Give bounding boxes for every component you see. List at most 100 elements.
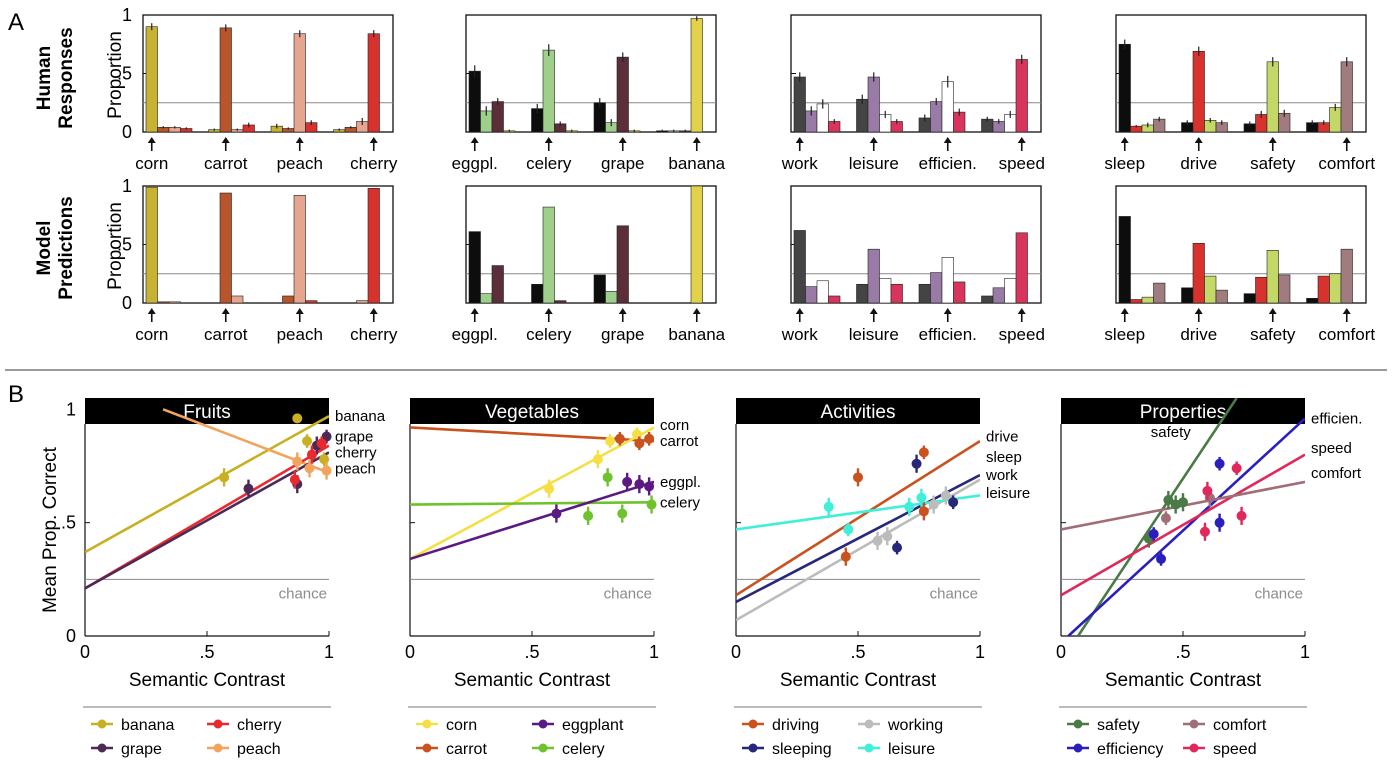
- data-point: [316, 438, 327, 449]
- legend-item: banana: [91, 717, 174, 734]
- data-point: [1148, 529, 1159, 539]
- model-bar: [356, 300, 369, 304]
- legend-item: sleeping: [742, 741, 832, 758]
- legend-item: grape: [91, 741, 162, 758]
- data-point: [292, 456, 303, 467]
- legend-swatch-dot: [538, 719, 548, 729]
- model-target-arrowhead: [869, 308, 878, 314]
- human-category-label: comfort: [1318, 154, 1375, 173]
- model-category-label: carrot: [204, 325, 248, 344]
- human-target-arrowhead: [221, 137, 230, 143]
- model-target-arrowhead: [295, 308, 304, 314]
- model-category-label: banana: [668, 325, 725, 344]
- line-end-label: sleep: [986, 449, 1022, 466]
- regression-line: [85, 451, 329, 590]
- model-bar-panel: work leisure efficien. speed: [781, 185, 1045, 344]
- data-point: [916, 492, 927, 503]
- model-bar: [367, 188, 380, 304]
- human-target-arrowhead: [692, 137, 701, 143]
- data-point: [1236, 510, 1247, 521]
- model-category-label: comfort: [1318, 325, 1375, 344]
- model-bar: [468, 231, 481, 304]
- scatter-title-bar: [85, 398, 329, 424]
- chance-label: chance: [279, 585, 327, 602]
- regression-line: [1067, 417, 1305, 636]
- human-ytick-label: .5: [117, 64, 132, 84]
- scatter-xtick-label: .5: [524, 642, 539, 662]
- model-ytick-label: 0: [122, 293, 132, 313]
- model-bar: [1153, 282, 1166, 304]
- data-point: [1163, 495, 1174, 505]
- data-point: [605, 436, 616, 447]
- scatter-panel-title: Vegetables: [485, 402, 579, 423]
- scatter-title-bar: [410, 398, 654, 424]
- model-ytick-label: 1: [122, 176, 132, 196]
- legend-item: peach: [207, 741, 281, 758]
- data-point: [614, 433, 625, 444]
- human-bar: [793, 76, 806, 133]
- regression-line: [1076, 398, 1238, 636]
- regression-line: [410, 500, 654, 506]
- data-point: [918, 447, 929, 458]
- model-bar: [953, 281, 966, 304]
- human-category-label: leisure: [849, 154, 899, 173]
- model-bar: [219, 192, 232, 304]
- model-bar: [890, 283, 903, 304]
- legend-label: sleeping: [772, 741, 832, 758]
- legend-label: driving: [772, 717, 819, 734]
- regression-line: [736, 439, 980, 597]
- data-point: [644, 481, 655, 492]
- data-point: [918, 506, 929, 517]
- model-bar: [1317, 275, 1330, 304]
- regression-line: [410, 426, 654, 561]
- scatter-ytick-label: 0: [66, 626, 76, 646]
- model-bar: [157, 301, 170, 304]
- legend-item: corn: [416, 717, 477, 734]
- row-label-human: Human Responses: [34, 27, 77, 128]
- data-point: [892, 542, 903, 553]
- model-category-label: cherry: [350, 325, 398, 344]
- human-category-label: corn: [135, 154, 168, 173]
- legend-swatch-dot: [864, 743, 874, 753]
- human-bar: [867, 76, 880, 133]
- human-category-label: sleep: [1104, 154, 1145, 173]
- model-target-arrowhead: [544, 308, 553, 314]
- legend-swatch-dot: [1073, 743, 1083, 753]
- data-point: [1160, 513, 1171, 524]
- human-bar: [491, 101, 504, 133]
- model-bar: [531, 283, 544, 304]
- data-point: [948, 497, 959, 508]
- human-panel-frame: [790, 14, 1042, 133]
- regression-line: [1061, 453, 1305, 597]
- model-category-label: sleep: [1104, 325, 1145, 344]
- human-bar-panel: corn carrot peach cherry: [135, 14, 398, 173]
- legend-swatch-dot: [1073, 719, 1083, 729]
- line-end-label: leisure: [986, 485, 1030, 502]
- model-target-arrowhead: [1268, 308, 1277, 314]
- legend-label: peach: [237, 741, 281, 758]
- human-target-arrowhead: [1120, 137, 1129, 143]
- legend-swatch-dot: [213, 719, 223, 729]
- row-label-human-line1: Human: [34, 46, 55, 110]
- data-point: [911, 458, 922, 469]
- human-bar: [1340, 61, 1353, 133]
- data-point: [646, 499, 657, 510]
- legend-label: working: [887, 717, 943, 734]
- ylabel-a-bottom: Proportion: [105, 202, 126, 290]
- human-bar: [1118, 43, 1131, 133]
- human-category-label: drive: [1180, 154, 1217, 173]
- model-category-label: corn: [135, 325, 168, 344]
- scatter-xtick-label: 0: [80, 642, 90, 662]
- panel-label-a: A: [8, 9, 24, 36]
- model-target-arrowhead: [692, 308, 701, 314]
- model-bar: [941, 257, 954, 304]
- model-target-arrowhead: [221, 308, 230, 314]
- human-category-label: cherry: [350, 154, 398, 173]
- legend-swatch-dot: [1189, 743, 1199, 753]
- model-bar: [1192, 243, 1205, 304]
- scatter-xlabel: Semantic Contrast: [129, 670, 286, 691]
- regression-line: [736, 478, 980, 622]
- scatter-panel-title: Activities: [821, 402, 896, 423]
